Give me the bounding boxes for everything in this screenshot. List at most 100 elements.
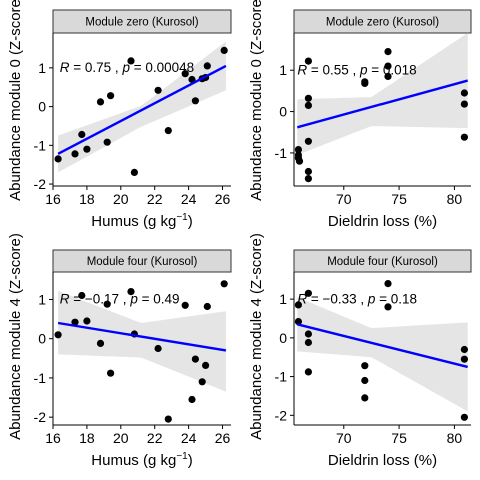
facet-strip <box>293 249 472 273</box>
data-point <box>127 57 135 65</box>
annotation-p-value: = 0.00048 <box>130 60 194 75</box>
correlation-annotation: R = 0.75 , p = 0.00048 <box>60 60 194 75</box>
data-point <box>304 167 312 176</box>
data-point <box>295 157 304 165</box>
annotation-r-label: R <box>297 291 307 306</box>
annotation-r-value: = 0.55 , <box>307 62 360 77</box>
data-point <box>361 79 369 87</box>
data-point <box>191 97 199 105</box>
data-point <box>96 98 105 106</box>
data-point <box>154 86 162 94</box>
panel-grid: Module zero (Kurosol) R = 0.75 , p = 0.00… <box>7 0 472 469</box>
facet-strip <box>52 9 232 34</box>
data-point <box>304 289 312 297</box>
data-point <box>384 303 392 311</box>
confidence-band <box>297 33 468 155</box>
data-point <box>294 301 302 309</box>
facet-strip-label: Module zero (Kurosol) <box>85 17 198 29</box>
data-point <box>304 101 312 109</box>
regression-line <box>297 323 468 369</box>
data-point <box>71 150 79 158</box>
x-tick-label: 26 <box>215 191 231 207</box>
x-tick-label: 20 <box>113 191 129 207</box>
data-point <box>384 72 392 80</box>
x-tick-label: 80 <box>447 430 463 446</box>
data-point <box>460 133 468 141</box>
data-point <box>191 355 199 363</box>
data-point <box>304 137 312 145</box>
data-point <box>294 146 302 154</box>
data-point <box>294 318 302 326</box>
correlation-annotation: R = −0.17 , p = 0.49 <box>60 292 180 307</box>
annotation-r-value: = 0.75 , <box>70 60 123 75</box>
x-tick-label: 18 <box>79 191 95 207</box>
data-point <box>384 48 392 56</box>
annotation-p-label: p <box>121 60 130 75</box>
x-axis-title-end: ) <box>188 213 193 230</box>
panel-humus-module-zero: Module zero (Kurosol) R = 0.75 , p = 0.00… <box>7 0 232 230</box>
data-point <box>71 318 79 326</box>
x-axis-title-main: Dieldrin loss (%) <box>328 452 437 469</box>
facet-strip-label: Module four (Kurosol) <box>87 256 198 268</box>
annotation-p-value: = 0.018 <box>368 62 417 77</box>
data-point <box>220 46 228 55</box>
y-tick-label: 1 <box>279 291 287 307</box>
y-axis-title: Abundance module 4 (Z-score) <box>248 233 265 440</box>
y-tick-label: 0 <box>38 99 46 115</box>
x-axis-title-end: ) <box>188 452 193 469</box>
data-point <box>154 344 162 353</box>
annotation-r-label: R <box>297 62 307 77</box>
data-point <box>460 89 468 97</box>
x-tick-label: 22 <box>147 191 163 207</box>
correlation-annotation: R = 0.55 , p = 0.018 <box>297 62 416 77</box>
annotation-r-value: = −0.17 , <box>70 292 131 307</box>
x-axis-title-main: Dieldrin loss (%) <box>328 213 437 230</box>
data-point <box>460 355 468 363</box>
y-tick-label: 0 <box>279 104 287 120</box>
regression-line <box>57 64 227 155</box>
x-tick-label: 26 <box>215 430 231 446</box>
x-axis-title-main: Humus (g kg <box>91 452 176 469</box>
data-point <box>181 70 189 78</box>
facet-strip-label: Module zero (Kurosol) <box>326 17 439 29</box>
data-point <box>460 100 468 108</box>
data-point <box>198 378 206 386</box>
data-point <box>164 127 172 135</box>
x-tick-label: 16 <box>45 191 61 207</box>
y-tick-label: -1 <box>34 137 47 153</box>
data-point <box>107 92 115 100</box>
annotation-r-label: R <box>60 292 70 307</box>
data-point <box>384 280 392 288</box>
data-point <box>220 280 228 288</box>
confidence-band <box>58 290 226 392</box>
data-point <box>188 75 196 84</box>
x-axis-title: Dieldrin loss (%) <box>328 452 437 469</box>
data-point <box>188 395 196 404</box>
annotation-r-label: R <box>60 60 70 75</box>
panel-dieldrin-module-four: Module four (Kurosol) R = −0.33 , p = 0.1… <box>248 233 472 469</box>
data-point <box>103 300 111 308</box>
y-axis-title: Abundance module 4 (Z-score) <box>7 233 24 440</box>
y-tick-label: -2 <box>34 409 47 425</box>
y-tick-label: 0 <box>279 330 287 346</box>
data-point <box>460 413 468 421</box>
data-point <box>78 291 86 300</box>
y-tick-label: 0 <box>38 331 46 347</box>
y-tick-label: -1 <box>34 370 47 386</box>
annotation-p-label: p <box>129 292 138 307</box>
x-tick-label: 22 <box>147 430 163 446</box>
regression-line <box>57 321 227 352</box>
data-point <box>83 145 91 153</box>
annotation-p-label: p <box>367 291 376 306</box>
x-tick-label: 75 <box>391 430 407 446</box>
data-point <box>83 317 91 325</box>
y-tick-label: -1 <box>275 145 288 161</box>
data-point <box>103 138 111 146</box>
annotation-p-value: = 0.18 <box>375 291 417 306</box>
data-point <box>361 362 369 370</box>
x-tick-label: 75 <box>391 191 407 207</box>
y-tick-label: 1 <box>279 62 287 78</box>
x-tick-label: 20 <box>113 430 129 446</box>
annotation-p-value: = 0.49 <box>138 292 180 307</box>
correlation-annotation: R = −0.33 , p = 0.18 <box>297 291 417 306</box>
